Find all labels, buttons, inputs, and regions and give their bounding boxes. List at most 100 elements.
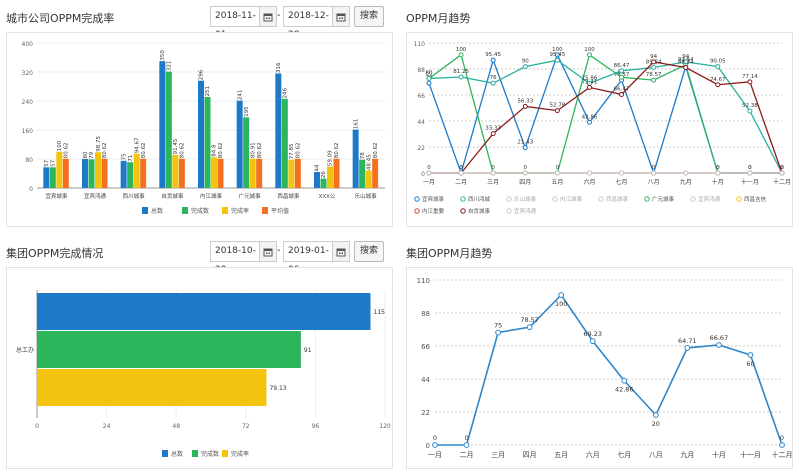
y-tick-label: 44 — [417, 119, 425, 126]
y-tick-label: 总工办 — [16, 346, 34, 354]
city-search-button[interactable]: 搜索 — [354, 6, 384, 27]
legend-label: 完成率 — [231, 450, 249, 458]
bar — [217, 158, 224, 188]
data-label: 60 — [746, 360, 754, 368]
bar-value-label: 84.8 — [212, 144, 218, 157]
legend-swatch — [142, 207, 148, 214]
data-label: 69.23 — [583, 330, 602, 338]
data-point — [554, 170, 560, 176]
monthly-trend-line-chart: 0 22 44 66 88 110 一月 二月 三月 四月 五月 六月 七月 八月 九月 十月 十一月 十二月 76… — [414, 41, 791, 215]
bar-value-label: 115 — [374, 309, 386, 316]
bar — [49, 167, 56, 188]
data-point — [619, 68, 625, 74]
data-point — [522, 170, 528, 176]
x-tick-label: 五月 — [551, 179, 563, 186]
group-date-to-input[interactable]: 2019-01-06 — [283, 241, 333, 275]
legend-label: 宜宾鸿通 — [698, 195, 721, 203]
legend-label: 宜宾城事 — [422, 195, 445, 203]
group-trend-panel-title: 集团OPPM月趋势 — [406, 247, 493, 260]
data-label: 75.86 — [582, 75, 598, 81]
data-label: 94 — [682, 54, 689, 60]
bar-value-label: 91.45 — [173, 138, 179, 154]
x-tick-label: 四月 — [523, 451, 537, 459]
bar — [82, 159, 88, 188]
x-tick-label: 24 — [103, 423, 111, 430]
data-label: 95.45 — [549, 52, 565, 58]
x-tick-label: 96 — [312, 423, 320, 430]
city-date-from-calendar-button[interactable] — [259, 6, 277, 27]
bar — [101, 158, 108, 188]
y-tick-label: 0 — [29, 186, 33, 193]
data-label: 42.86 — [615, 386, 634, 394]
x-tick-label: 宜宾鸿通 — [84, 192, 107, 200]
x-tick-label: 120 — [379, 423, 391, 430]
data-label: 42.86 — [582, 114, 598, 120]
group-panel-title: 集团OPPM完成情况 — [6, 247, 104, 260]
bar-value-label: 321 — [167, 61, 173, 71]
city-date-to-calendar-button[interactable] — [332, 6, 350, 27]
bar — [62, 158, 69, 188]
data-label: 94 — [650, 54, 657, 60]
legend-swatch — [192, 450, 198, 457]
data-point — [651, 170, 657, 176]
bar — [372, 158, 379, 188]
data-label: 66.47 — [614, 86, 630, 92]
data-label: 78.57 — [520, 316, 539, 324]
bar — [256, 158, 263, 188]
bar-value-label: 80.62 — [373, 143, 379, 159]
x-tick-label: 二月 — [455, 179, 467, 186]
data-point — [652, 412, 659, 418]
bar-value-label: 75 — [121, 153, 127, 160]
data-label: 0 — [780, 165, 784, 171]
data-label: 76 — [490, 75, 497, 81]
y-tick-label: 110 — [417, 277, 430, 285]
bar — [37, 293, 371, 330]
bar — [43, 167, 50, 188]
data-label: 81.25 — [453, 69, 469, 75]
bar — [211, 157, 217, 188]
data-label: 89.24 — [678, 60, 694, 66]
bar — [56, 151, 63, 188]
data-label: 0 — [780, 165, 784, 171]
legend-marker — [644, 196, 650, 202]
x-tick-label: 二月 — [460, 451, 474, 459]
data-point — [490, 80, 496, 86]
data-label: 86.47 — [614, 63, 630, 69]
group-search-button[interactable]: 搜索 — [354, 241, 384, 262]
legend-swatch — [182, 207, 188, 214]
data-label: 0 — [748, 165, 752, 171]
y-tick-label: 88 — [421, 310, 430, 318]
bar-value-label: 98.75 — [96, 135, 102, 151]
bar-value-label: 80.62 — [180, 143, 186, 159]
group-date-to-calendar-button[interactable] — [332, 241, 350, 262]
data-label: 0 — [780, 434, 784, 442]
data-point — [458, 52, 464, 58]
city-date-to-input[interactable]: 2018-12-28 — [283, 6, 333, 40]
data-label: 78.57 — [646, 72, 662, 78]
group-trend-chart-box: 0 22 44 66 88 110 一月 二月 三月 四月 五月 六月 七月 八月 九月 十月 十一月 十二月 0 0… — [406, 267, 793, 469]
bar-value-label: 350 — [160, 50, 166, 61]
legend-marker — [414, 208, 420, 214]
data-point — [490, 131, 496, 137]
bar-value-label: 246 — [283, 87, 289, 98]
bar — [314, 172, 320, 188]
group-date-from-input[interactable]: 2018-10-29 — [210, 241, 260, 275]
data-point — [458, 74, 464, 80]
legend-marker — [460, 196, 466, 202]
bar-value-label: 316 — [276, 62, 282, 73]
city-date-from-input[interactable]: 2018-11-01 — [210, 6, 260, 40]
data-point — [554, 108, 560, 114]
y-tick-label: 240 — [22, 99, 34, 106]
bar-value-label: 80 — [83, 151, 89, 158]
data-label: 0 — [459, 165, 463, 171]
group-date-from-calendar-button[interactable] — [259, 241, 277, 262]
bar — [236, 100, 243, 188]
bar-value-label: 80.62 — [141, 143, 147, 159]
x-tick-label: 宜宾城事 — [45, 192, 68, 200]
bar — [333, 158, 340, 188]
legend-label: 完成数 — [201, 450, 219, 458]
data-point — [619, 74, 625, 80]
bar — [243, 117, 250, 188]
